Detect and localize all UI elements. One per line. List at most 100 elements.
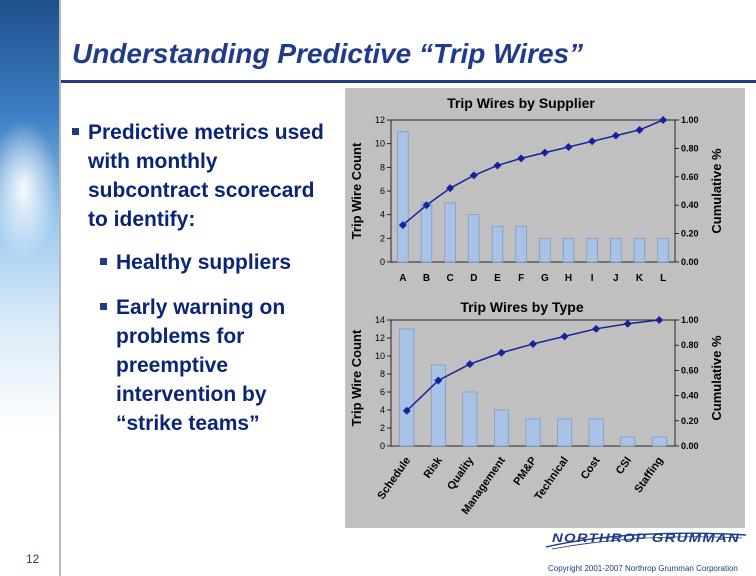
y2-tick-label: 0.80 bbox=[681, 340, 699, 350]
category-label: A bbox=[399, 273, 406, 284]
y2-tick-label: 0.00 bbox=[681, 441, 699, 451]
y2-tick-label: 0.60 bbox=[681, 172, 699, 182]
y2-tick-label: 1.00 bbox=[681, 115, 699, 125]
charts-panel: Trip Wires by Supplier 0 2 4 6 8 10 12 0.00 0.20 0… bbox=[345, 88, 745, 528]
category-label: B bbox=[423, 273, 430, 284]
category-label: C bbox=[447, 273, 454, 284]
y-tick-label: 12 bbox=[375, 115, 385, 125]
cumulative-point bbox=[497, 348, 506, 357]
cumulative-point bbox=[635, 125, 644, 134]
y2-axis-label: Cumulative % bbox=[709, 335, 724, 421]
logo-wordmark: NORTHROP GRUMMAN bbox=[552, 531, 740, 545]
sub-bullet-healthy: Healthy suppliers bbox=[68, 248, 338, 277]
cumulative-point bbox=[465, 360, 474, 369]
bullet-list: Predictive metrics used with monthly sub… bbox=[68, 118, 338, 438]
y2-tick-label: 0.00 bbox=[681, 257, 699, 267]
category-label: Schedule bbox=[375, 455, 413, 502]
chart-title: Trip Wires by Supplier bbox=[447, 95, 595, 111]
bar bbox=[539, 238, 551, 263]
y-axis-label: Trip Wire Count bbox=[349, 142, 364, 239]
chart-title: Trip Wires by Type bbox=[460, 299, 584, 315]
slide-title: Understanding Predictive “Trip Wires” bbox=[72, 38, 584, 69]
bullet-square-icon bbox=[100, 303, 107, 310]
cumulative-point bbox=[529, 339, 537, 348]
bar bbox=[562, 238, 575, 263]
bullet-square-icon bbox=[100, 258, 107, 265]
category-label: J bbox=[613, 273, 619, 284]
bullet-main: Predictive metrics used with monthly sub… bbox=[68, 118, 338, 234]
sub-bullet-list: Healthy suppliers Early warning on probl… bbox=[68, 248, 338, 438]
category-label: Cost bbox=[579, 455, 603, 482]
cumulative-point bbox=[540, 148, 549, 157]
plot-frame bbox=[390, 119, 676, 263]
title-rule bbox=[61, 80, 756, 83]
bar bbox=[491, 226, 504, 263]
sub-bullet-text: Healthy suppliers bbox=[116, 251, 292, 274]
y2-tick-label: 0.20 bbox=[681, 229, 699, 239]
bar bbox=[462, 391, 478, 447]
y-tick-label: 8 bbox=[380, 162, 385, 172]
y-tick-label: 10 bbox=[375, 139, 385, 149]
cumulative-point bbox=[469, 171, 478, 180]
bullet-square-icon bbox=[72, 128, 79, 135]
category-label: CSI bbox=[614, 455, 634, 477]
bar bbox=[633, 238, 646, 263]
bar bbox=[494, 409, 509, 447]
cumulative-point bbox=[398, 221, 407, 230]
y-tick-label: 12 bbox=[375, 333, 385, 343]
y2-tick-label: 1.00 bbox=[681, 315, 699, 325]
y2-tick-label: 0.60 bbox=[681, 365, 699, 375]
sub-bullet-early-warning: Early warning on problems for preemptive… bbox=[68, 293, 338, 438]
bar bbox=[444, 202, 456, 263]
decorative-left-strip bbox=[0, 0, 59, 576]
cumulative-point bbox=[655, 316, 664, 324]
category-label: Risk bbox=[422, 454, 446, 481]
bar bbox=[515, 226, 527, 263]
cumulative-point bbox=[560, 332, 569, 341]
bar bbox=[430, 364, 446, 447]
category-label: K bbox=[636, 273, 644, 284]
bar bbox=[468, 214, 480, 263]
category-label: F bbox=[518, 273, 524, 284]
cumulative-point bbox=[588, 137, 597, 146]
y-tick-label: 4 bbox=[380, 405, 385, 415]
bar bbox=[399, 328, 415, 447]
cumulative-line bbox=[402, 119, 664, 226]
y-tick-label: 4 bbox=[380, 210, 385, 220]
category-label: L bbox=[660, 273, 666, 284]
bar bbox=[586, 238, 598, 263]
cumulative-point bbox=[434, 376, 443, 385]
cumulative-point bbox=[623, 319, 632, 328]
cumulative-point bbox=[611, 131, 620, 140]
cumulative-point bbox=[446, 184, 455, 193]
y-tick-label: 0 bbox=[380, 257, 385, 267]
cumulative-point bbox=[592, 324, 601, 333]
category-label: E bbox=[494, 273, 501, 284]
bar bbox=[651, 436, 667, 447]
y2-tick-label: 0.80 bbox=[681, 143, 699, 153]
bar bbox=[610, 238, 622, 263]
cumulative-point bbox=[517, 154, 526, 163]
category-label: Staffing bbox=[632, 455, 665, 495]
y-tick-label: 2 bbox=[380, 233, 385, 243]
category-label: PM&P bbox=[511, 455, 539, 488]
y-tick-label: 14 bbox=[375, 315, 385, 325]
category-label: Quality bbox=[445, 454, 477, 492]
bullet-main-text: Predictive metrics used with monthly sub… bbox=[88, 121, 324, 231]
northrop-grumman-logo: NORTHROP GRUMMAN bbox=[546, 531, 746, 550]
bar bbox=[397, 131, 409, 263]
bar bbox=[557, 418, 572, 447]
y-tick-label: 2 bbox=[380, 423, 385, 433]
vertical-divider bbox=[59, 0, 61, 576]
y-axis-label: Trip Wire Count bbox=[349, 329, 364, 426]
bar bbox=[525, 418, 541, 447]
cumulative-point bbox=[422, 201, 431, 210]
y-tick-label: 6 bbox=[380, 387, 385, 397]
logo-swoosh bbox=[546, 532, 746, 550]
bar bbox=[588, 418, 604, 447]
category-label: H bbox=[565, 273, 572, 284]
y-tick-label: 6 bbox=[380, 186, 385, 196]
bar bbox=[420, 202, 433, 263]
category-label: D bbox=[470, 273, 477, 284]
cumulative-point bbox=[659, 116, 668, 124]
